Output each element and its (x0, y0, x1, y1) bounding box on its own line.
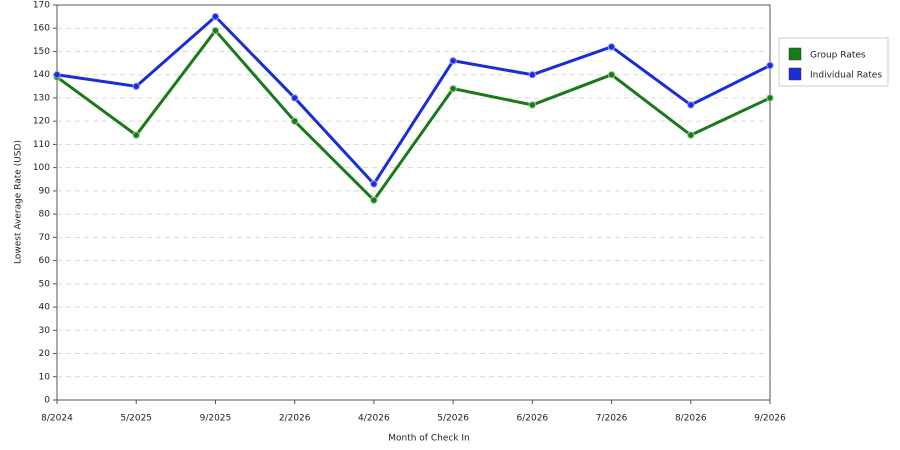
data-point (211, 12, 220, 21)
y-tick-label: 30 (39, 326, 51, 336)
y-tick-label: 100 (33, 163, 50, 173)
y-tick-label: 140 (33, 70, 50, 80)
series-line (56, 29, 771, 202)
series-line (56, 15, 771, 186)
data-point (766, 94, 774, 102)
data-point (528, 71, 537, 79)
y-tick-label: 90 (39, 186, 51, 196)
x-tick-label: 5/2026 (437, 414, 469, 424)
data-point (687, 101, 695, 109)
y-tick-label: 70 (39, 233, 51, 243)
data-point (607, 43, 616, 51)
y-tick-label: 120 (33, 117, 50, 127)
y-tick-label: 10 (39, 372, 51, 382)
data-point (211, 26, 220, 35)
x-tick-label: 8/2026 (675, 414, 707, 424)
x-tick-label: 6/2026 (516, 414, 548, 424)
x-tick-label: 9/2026 (754, 414, 786, 424)
y-tick-label: 20 (39, 349, 51, 359)
data-point (687, 131, 695, 139)
x-tick-label: 7/2026 (596, 414, 628, 424)
x-tick-label: 9/2025 (200, 414, 232, 424)
data-point (607, 71, 616, 79)
data-point (766, 61, 774, 70)
data-point (449, 84, 457, 93)
legend-label: Individual Rates (810, 71, 882, 81)
y-tick-label: 80 (39, 210, 51, 220)
y-axis-label: Lowest Average Rate (USD) (14, 140, 24, 264)
data-point (528, 101, 537, 109)
data-point (53, 71, 61, 79)
legend-swatch (788, 67, 802, 81)
y-tick-label: 40 (39, 303, 51, 313)
y-tick-label: 170 (33, 1, 50, 11)
y-tick-label: 50 (39, 279, 51, 289)
data-point (370, 196, 378, 204)
y-tick-label: 150 (33, 47, 50, 57)
data-point (449, 57, 457, 65)
y-tick-label: 0 (44, 396, 50, 406)
y-tick-label: 60 (39, 256, 51, 266)
y-tick-label: 130 (33, 93, 50, 103)
legend-label: Group Rates (810, 51, 866, 61)
data-point (370, 180, 378, 188)
data-point (132, 82, 140, 91)
x-tick-label: 8/2024 (41, 414, 73, 424)
data-point (290, 94, 299, 102)
plot-area (56, 4, 771, 401)
x-tick-label: 4/2026 (358, 414, 390, 424)
y-tick-label: 110 (33, 140, 50, 150)
data-point (290, 117, 299, 125)
x-tick-label: 2/2026 (279, 414, 311, 424)
x-axis-label: Month of Check In (388, 434, 470, 444)
y-tick-label: 160 (33, 24, 50, 34)
x-tick-label: 5/2025 (120, 414, 152, 424)
data-point (132, 131, 140, 139)
legend-swatch (788, 47, 802, 61)
